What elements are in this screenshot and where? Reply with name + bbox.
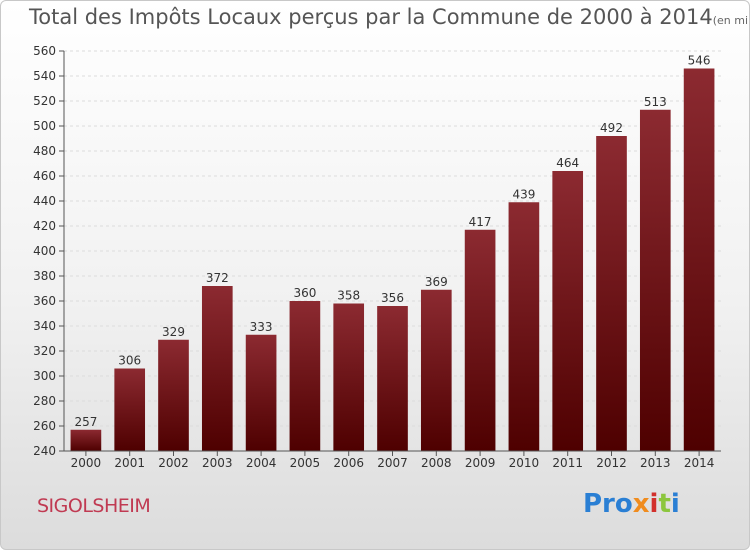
bar-2003 (201, 286, 233, 451)
y-tick-label: 360 (33, 294, 56, 308)
x-tick-label: 2000 (71, 456, 102, 470)
bar-value-label: 417 (469, 215, 492, 229)
x-tick-label: 2002 (158, 456, 189, 470)
y-tick-label: 300 (33, 369, 56, 383)
y-tick-label: 480 (33, 144, 56, 158)
bar-2011 (552, 171, 584, 451)
y-tick-label: 340 (33, 319, 56, 333)
x-tick-label: 2014 (684, 456, 715, 470)
x-tick-label: 2012 (596, 456, 627, 470)
x-tick-label: 2005 (290, 456, 321, 470)
x-tick-label: 2010 (509, 456, 540, 470)
proxiti-logo: Proxiti (583, 489, 680, 519)
x-tick-label: 2006 (333, 456, 364, 470)
y-tick-label: 260 (33, 419, 56, 433)
commune-name: SIGOLSHEIM (37, 495, 151, 517)
bar-2010 (508, 202, 540, 451)
bar-value-label: 306 (118, 354, 141, 368)
x-tick-label: 2003 (202, 456, 233, 470)
bar-value-label: 464 (556, 156, 579, 170)
bar-2000 (70, 429, 102, 451)
bar-value-label: 372 (206, 271, 229, 285)
y-tick-label: 460 (33, 169, 56, 183)
x-tick-label: 2009 (465, 456, 496, 470)
x-tick-label: 2008 (421, 456, 452, 470)
bar-value-label: 439 (512, 187, 535, 201)
y-tick-label: 440 (33, 194, 56, 208)
chart-title-unit: (en milliers d'€) (712, 14, 749, 27)
bar-2008 (420, 289, 452, 451)
bar-value-label: 492 (600, 121, 623, 135)
bar-value-label: 329 (162, 325, 185, 339)
bar-2014 (683, 68, 715, 451)
y-tick-label: 500 (33, 119, 56, 133)
y-tick-label: 400 (33, 244, 56, 258)
bar-value-label: 369 (425, 275, 448, 289)
bar-value-label: 513 (644, 95, 667, 109)
bar-value-label: 358 (337, 289, 360, 303)
bar-value-label: 333 (250, 320, 273, 334)
y-tick-label: 320 (33, 344, 56, 358)
y-tick-label: 280 (33, 394, 56, 408)
y-tick-label: 560 (33, 44, 56, 58)
y-tick-label: 380 (33, 269, 56, 283)
bar-2012 (596, 136, 627, 451)
bar-2002 (158, 339, 189, 451)
bar-2005 (289, 301, 321, 451)
bar-2007 (377, 306, 408, 451)
x-tick-label: 2011 (552, 456, 583, 470)
bar-2001 (114, 368, 146, 451)
bar-2006 (333, 303, 365, 451)
chart-title: Total des Impôts Locaux perçus par la Co… (29, 5, 749, 29)
bar-2013 (639, 109, 671, 451)
bar-2009 (464, 229, 496, 451)
y-tick-label: 240 (33, 444, 56, 458)
bar-value-label: 257 (74, 415, 97, 429)
bar-value-label: 546 (688, 54, 711, 68)
y-tick-label: 420 (33, 219, 56, 233)
x-tick-label: 2001 (114, 456, 145, 470)
bar-2004 (245, 334, 277, 451)
y-tick-label: 540 (33, 69, 56, 83)
x-tick-label: 2004 (246, 456, 277, 470)
x-tick-label: 2013 (640, 456, 671, 470)
bar-value-label: 360 (293, 286, 316, 300)
bar-value-label: 356 (381, 291, 404, 305)
x-tick-label: 2007 (377, 456, 408, 470)
y-tick-label: 520 (33, 94, 56, 108)
